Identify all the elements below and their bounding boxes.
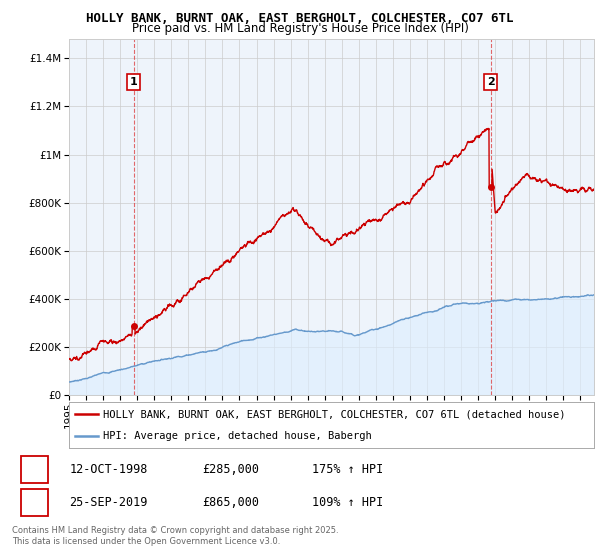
Text: 25-SEP-2019: 25-SEP-2019 — [70, 496, 148, 509]
Text: Contains HM Land Registry data © Crown copyright and database right 2025.
This d: Contains HM Land Registry data © Crown c… — [12, 526, 338, 546]
Text: HPI: Average price, detached house, Babergh: HPI: Average price, detached house, Babe… — [103, 431, 372, 441]
Text: 175% ↑ HPI: 175% ↑ HPI — [311, 463, 383, 475]
FancyBboxPatch shape — [20, 455, 48, 483]
Text: HOLLY BANK, BURNT OAK, EAST BERGHOLT, COLCHESTER, CO7 6TL: HOLLY BANK, BURNT OAK, EAST BERGHOLT, CO… — [86, 12, 514, 25]
Text: £865,000: £865,000 — [202, 496, 259, 509]
FancyBboxPatch shape — [20, 489, 48, 516]
Text: 2: 2 — [487, 77, 494, 87]
Text: Price paid vs. HM Land Registry's House Price Index (HPI): Price paid vs. HM Land Registry's House … — [131, 22, 469, 35]
Text: HOLLY BANK, BURNT OAK, EAST BERGHOLT, COLCHESTER, CO7 6TL (detached house): HOLLY BANK, BURNT OAK, EAST BERGHOLT, CO… — [103, 409, 566, 419]
Text: £285,000: £285,000 — [202, 463, 259, 475]
Text: 12-OCT-1998: 12-OCT-1998 — [70, 463, 148, 475]
Text: 109% ↑ HPI: 109% ↑ HPI — [311, 496, 383, 509]
Text: 1: 1 — [31, 463, 38, 475]
Text: 1: 1 — [130, 77, 137, 87]
Text: 2: 2 — [31, 496, 38, 509]
